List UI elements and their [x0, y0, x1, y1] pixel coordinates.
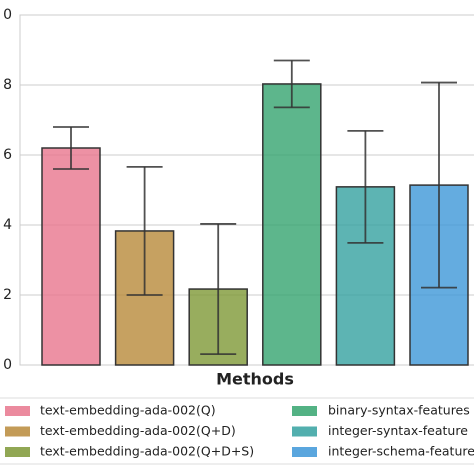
- legend: [0, 397, 474, 465]
- legend-swatch: [292, 447, 317, 457]
- legend-label: integer-syntax-feature: [328, 423, 468, 438]
- legend-label: integer-schema-feature: [328, 444, 474, 459]
- legend-swatch: [292, 406, 317, 416]
- legend-label: text-embedding-ada-002(Q+D+S): [40, 444, 254, 459]
- y-tick-label: 2: [3, 287, 12, 303]
- legend-label: binary-syntax-features: [328, 403, 470, 418]
- y-tick-label: 4: [3, 217, 12, 233]
- legend-swatch: [5, 426, 30, 437]
- legend-swatch: [5, 447, 30, 457]
- bar: [41, 147, 101, 366]
- bar: [262, 83, 322, 366]
- legend-swatch: [292, 426, 317, 437]
- x-axis-label: Methods: [216, 370, 294, 389]
- bar: [335, 186, 396, 366]
- legend-label: text-embedding-ada-002(Q): [40, 403, 216, 418]
- y-tick-label: 8: [3, 77, 12, 93]
- y-tick-label: 0: [3, 357, 12, 373]
- y-tick-label: 0: [3, 7, 12, 23]
- legend-label: text-embedding-ada-002(Q+D): [40, 423, 236, 438]
- legend-swatch: [5, 406, 30, 416]
- y-tick-label: 6: [3, 147, 12, 163]
